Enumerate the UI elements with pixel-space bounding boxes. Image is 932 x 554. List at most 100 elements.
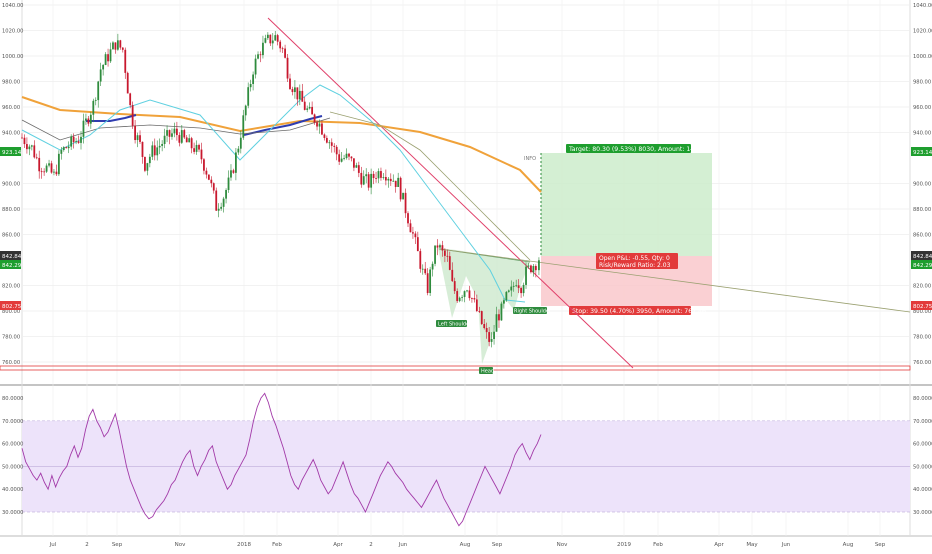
candle-body	[436, 245, 439, 248]
open-pl-label: Open P&L: -0.55, Qty: 0	[599, 255, 670, 262]
candle-body	[483, 324, 486, 329]
candle-body	[507, 290, 510, 292]
price-tick-left: 1020.00	[2, 29, 23, 35]
candle-body	[404, 192, 407, 214]
candle-body	[303, 101, 306, 110]
candle-body	[247, 87, 250, 106]
candle-body	[48, 163, 50, 166]
candle-body	[33, 145, 36, 158]
rsi-tick-right: 70.0000	[913, 419, 932, 425]
candle-body	[269, 34, 272, 44]
candle-body	[375, 178, 377, 179]
time-tick: Nov	[175, 542, 186, 548]
candle-body	[296, 87, 299, 100]
left-shoulder-box	[436, 320, 467, 327]
candle-body	[495, 314, 498, 332]
candle-body	[146, 163, 149, 171]
rsi-tick-left: 80.0000	[2, 396, 23, 402]
candle-body	[114, 42, 117, 50]
current-price2-badge	[911, 260, 932, 269]
candle-body	[294, 87, 296, 93]
candle-body	[384, 177, 387, 181]
candle-body	[532, 266, 535, 273]
candle-body	[498, 314, 500, 321]
candle-body	[308, 106, 311, 109]
long-position-tool[interactable]: Target: 80.30 (9.53%) 8030, Amount: 1481…	[524, 144, 712, 315]
price-tick-left: 880.00	[2, 207, 20, 213]
candle-body	[38, 157, 41, 172]
candle-body	[392, 180, 395, 182]
candle-body	[139, 135, 141, 142]
candle-body	[279, 41, 282, 49]
candle-body	[527, 265, 530, 267]
candle-body	[23, 137, 26, 145]
price-tick-right: 820.00	[913, 284, 931, 290]
target-label-box	[566, 144, 691, 153]
candle-body	[185, 137, 188, 143]
candle-body	[89, 114, 92, 124]
price-tick-left: 960.00	[2, 105, 20, 111]
ma-200-line	[21, 96, 542, 193]
candle-body	[448, 256, 451, 270]
candle-body	[249, 84, 252, 88]
rsi-tick-left: 50.0000	[2, 464, 23, 470]
price-tick-right: 800.00	[913, 309, 931, 315]
candle-body	[510, 286, 513, 291]
time-tick: Jun	[781, 542, 791, 548]
candle-body	[259, 54, 262, 56]
candle-body	[512, 285, 515, 287]
descending-trendline[interactable]	[267, 17, 634, 369]
candle-body	[92, 100, 95, 115]
time-tick: Aug	[843, 542, 854, 548]
rsi-pane[interactable]: 80.0000 80.0000 70.0000 70.0000 60.0000 60.00…	[2, 392, 932, 527]
candle-body	[313, 114, 316, 123]
candle-body	[151, 145, 154, 157]
price-tick-right: 1000.00	[913, 54, 932, 60]
candle-body	[198, 144, 200, 150]
head-shoulders-pattern[interactable]	[438, 248, 530, 364]
rsi-tick-right: 40.0000	[913, 487, 932, 493]
candle-body	[407, 213, 409, 224]
candle-body	[45, 165, 48, 172]
candle-body	[190, 138, 193, 149]
candle-body	[129, 93, 132, 106]
candle-body	[456, 291, 459, 302]
rsi-tick-left: 30.0000	[2, 510, 23, 516]
candle-body	[517, 285, 520, 288]
price-tick-left: 820.00	[2, 284, 20, 290]
support-band[interactable]	[0, 365, 911, 371]
candles[interactable]	[21, 30, 540, 348]
time-tick: May	[746, 542, 758, 548]
candle-body	[478, 310, 481, 312]
candle-body	[148, 156, 151, 164]
left-shoulder-label: Left Shoulder	[438, 322, 472, 328]
candle-body	[485, 328, 488, 333]
stop-label: Stop: 39.50 (4.70%) 3950, Amount: 762.46	[572, 308, 706, 315]
candle-body	[175, 128, 178, 136]
neckline-extension[interactable]	[439, 248, 911, 313]
candle-body	[414, 233, 417, 238]
left-current-price2-badge	[0, 260, 21, 269]
candle-body	[271, 40, 274, 44]
stop-label-box	[569, 306, 691, 315]
candle-body	[254, 58, 257, 75]
candle-body	[173, 128, 176, 134]
candle-body	[502, 300, 505, 304]
candle-body	[70, 136, 73, 147]
time-tick: 2018	[237, 542, 251, 548]
candle-body	[65, 147, 68, 149]
candle-body	[421, 268, 424, 270]
candle-body	[200, 149, 203, 160]
candle-body	[230, 170, 232, 178]
candle-body	[298, 90, 301, 100]
candle-body	[443, 250, 446, 256]
candle-body	[210, 179, 213, 184]
candle-body	[67, 146, 70, 149]
candle-body	[480, 311, 483, 325]
stop-price-badge	[911, 301, 932, 310]
target-zone[interactable]	[541, 153, 712, 256]
price-tick-right: 960.00	[913, 105, 931, 111]
head-label: Head	[481, 369, 494, 375]
time-tick: Jul	[49, 542, 57, 548]
